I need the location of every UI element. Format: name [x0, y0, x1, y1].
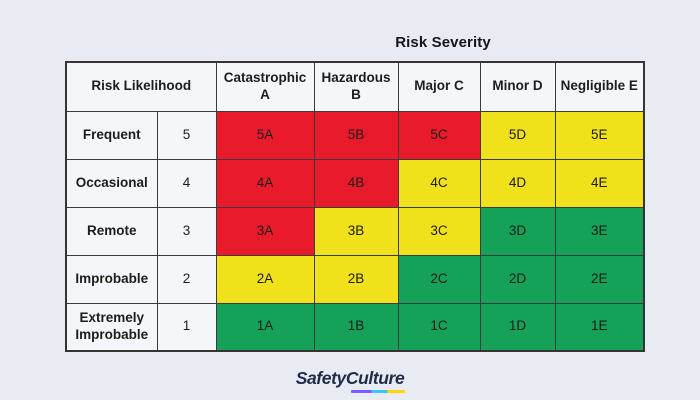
risk-cell: 2C	[397, 254, 481, 304]
risk-cell: 2E	[554, 254, 645, 304]
logo-culture-text: Culture	[345, 368, 405, 388]
risk-cell: 1C	[397, 302, 481, 352]
likelihood-level: 2	[156, 254, 217, 304]
table-row-improbable: Improbable 2 2A 2B 2C 2D 2E	[65, 254, 645, 304]
table-row-extremely-improbable: Extremely Improbable 1 1A 1B 1C 1D 1E	[65, 302, 645, 352]
risk-cell: 4C	[397, 158, 481, 208]
table-row-occasional: Occasional 4 4A 4B 4C 4D 4E	[65, 158, 645, 208]
risk-cell: 4E	[554, 158, 645, 208]
risk-cell: 4D	[479, 158, 556, 208]
risk-cell: 4B	[313, 158, 399, 208]
severity-header-catastrophic: Catastrophic A	[215, 61, 315, 112]
table-row-remote: Remote 3 3A 3B 3C 3D 3E	[65, 206, 645, 256]
likelihood-level: 4	[156, 158, 217, 208]
header-row: Risk Likelihood Catastrophic A Hazardous…	[65, 61, 645, 112]
matrix-title: Risk Severity	[395, 34, 491, 51]
likelihood-label: Frequent	[65, 110, 158, 160]
risk-cell: 5C	[397, 110, 481, 160]
risk-cell: 5D	[479, 110, 556, 160]
risk-cell: 2D	[479, 254, 556, 304]
risk-cell: 4A	[215, 158, 315, 208]
risk-cell: 1D	[479, 302, 556, 352]
logo-safety-text: Safety	[295, 368, 347, 388]
risk-cell: 5B	[313, 110, 399, 160]
risk-cell: 1B	[313, 302, 399, 352]
risk-matrix-table: Risk Likelihood Catastrophic A Hazardous…	[65, 61, 645, 352]
table-row-frequent: Frequent 5 5A 5B 5C 5D 5E	[65, 110, 645, 160]
risk-cell: 2B	[313, 254, 399, 304]
risk-cell: 3D	[479, 206, 556, 256]
risk-cell: 3B	[313, 206, 399, 256]
likelihood-level: 5	[156, 110, 217, 160]
logo-underline	[350, 389, 406, 393]
likelihood-level: 1	[156, 302, 217, 352]
likelihood-level: 3	[156, 206, 217, 256]
risk-cell: 5A	[215, 110, 315, 160]
risk-cell: 3C	[397, 206, 481, 256]
severity-header-hazardous: Hazardous B	[313, 61, 399, 112]
likelihood-label: Extremely Improbable	[65, 302, 158, 352]
likelihood-label: Improbable	[65, 254, 158, 304]
risk-cell: 3E	[554, 206, 645, 256]
risk-cell: 3A	[215, 206, 315, 256]
likelihood-header: Risk Likelihood	[65, 61, 217, 112]
risk-cell: 5E	[554, 110, 645, 160]
risk-cell: 2A	[215, 254, 315, 304]
safetyculture-logo: Safety Culture	[0, 368, 700, 393]
risk-cell: 1A	[215, 302, 315, 352]
likelihood-label: Occasional	[65, 158, 158, 208]
likelihood-label: Remote	[65, 206, 158, 256]
severity-header-negligible: Negligible E	[554, 61, 645, 112]
risk-cell: 1E	[554, 302, 645, 352]
severity-header-major: Major C	[397, 61, 481, 112]
severity-header-minor: Minor D	[479, 61, 556, 112]
